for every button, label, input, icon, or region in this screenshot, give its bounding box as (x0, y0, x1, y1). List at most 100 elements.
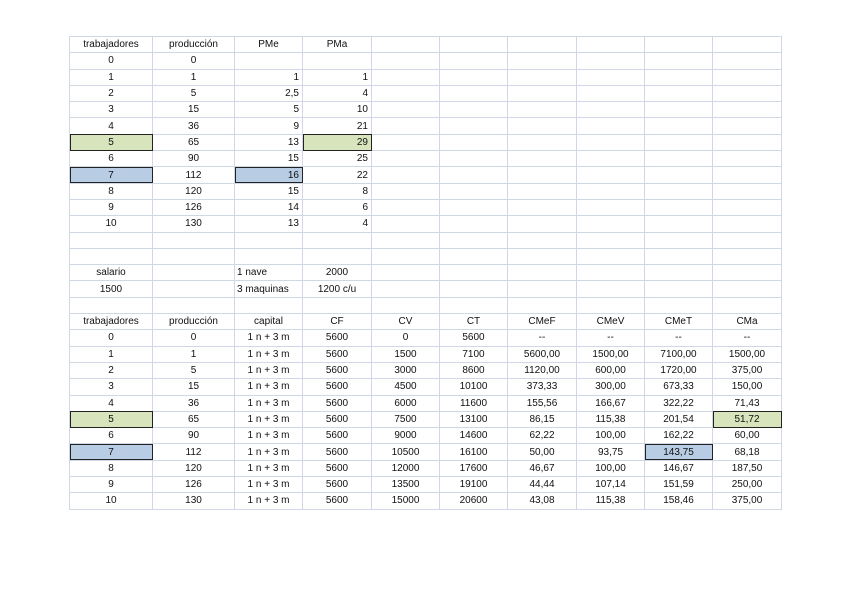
column-header[interactable]: producción (152, 35, 235, 54)
data-cell[interactable]: 5 (152, 361, 235, 380)
cell[interactable] (712, 133, 782, 152)
data-cell[interactable] (234, 52, 303, 70)
salario-label[interactable]: salario (69, 264, 153, 282)
data-cell[interactable]: 1500,00 (712, 345, 782, 363)
data-cell[interactable]: 5600 (302, 476, 372, 494)
data-cell[interactable]: 7500 (371, 410, 440, 429)
data-cell[interactable]: 150,00 (712, 378, 782, 396)
cell[interactable] (644, 280, 713, 298)
cell[interactable] (712, 52, 782, 70)
data-cell[interactable]: 6 (302, 198, 372, 217)
data-cell[interactable]: 16100 (439, 443, 508, 461)
data-cell[interactable]: 1 n + 3 m (234, 345, 303, 363)
cell[interactable] (507, 150, 577, 168)
data-cell[interactable]: 126 (152, 198, 235, 217)
cell[interactable] (439, 296, 508, 315)
data-cell[interactable]: 6000 (371, 394, 440, 412)
cell[interactable] (371, 215, 440, 233)
cell[interactable] (507, 215, 577, 233)
cell[interactable] (507, 247, 577, 266)
data-cell[interactable]: 0 (152, 52, 235, 70)
data-cell[interactable]: 4 (69, 394, 153, 412)
cell[interactable] (371, 117, 440, 135)
data-cell[interactable]: 43,08 (507, 492, 577, 510)
data-cell[interactable]: 71,43 (712, 394, 782, 412)
cell[interactable] (576, 182, 645, 200)
cell[interactable] (576, 35, 645, 54)
data-cell[interactable]: 5 (152, 84, 235, 103)
data-cell[interactable]: 1500 (371, 345, 440, 363)
data-cell[interactable]: 5600 (302, 378, 372, 396)
cell[interactable] (507, 52, 577, 70)
data-cell[interactable]: 166,67 (576, 394, 645, 412)
column-header[interactable]: CF (302, 313, 372, 331)
data-cell[interactable]: 3000 (371, 361, 440, 380)
data-cell[interactable]: 5600 (302, 443, 372, 461)
data-cell[interactable]: 143,75 (644, 443, 713, 461)
data-cell[interactable]: 9000 (371, 427, 440, 445)
cell[interactable] (234, 296, 303, 315)
cell[interactable] (371, 150, 440, 168)
cell[interactable] (576, 280, 645, 298)
cell[interactable] (234, 247, 303, 266)
data-cell[interactable]: 155,56 (507, 394, 577, 412)
data-cell[interactable]: 17600 (439, 459, 508, 478)
cell[interactable] (507, 182, 577, 200)
data-cell[interactable]: 11600 (439, 394, 508, 412)
cell[interactable] (712, 150, 782, 168)
data-cell[interactable]: 1 n + 3 m (234, 394, 303, 412)
column-header[interactable]: CMa (712, 313, 782, 331)
data-cell[interactable]: 14 (234, 198, 303, 217)
maquinas-label[interactable]: 3 maquinas (234, 280, 303, 298)
data-cell[interactable]: 115,38 (576, 410, 645, 429)
cell[interactable] (152, 264, 235, 282)
data-cell[interactable]: 0 (69, 52, 153, 70)
cell[interactable] (371, 52, 440, 70)
column-header[interactable]: CV (371, 313, 440, 331)
cell[interactable] (507, 35, 577, 54)
data-cell[interactable]: 1120,00 (507, 361, 577, 380)
cell[interactable] (371, 296, 440, 315)
cell[interactable] (712, 231, 782, 249)
data-cell[interactable]: 115,38 (576, 492, 645, 510)
cell[interactable] (439, 231, 508, 249)
data-cell[interactable]: 5600 (302, 329, 372, 347)
data-cell[interactable]: 7100 (439, 345, 508, 363)
data-cell[interactable]: 8 (69, 182, 153, 200)
data-cell[interactable]: 187,50 (712, 459, 782, 478)
data-cell[interactable]: 3 (69, 378, 153, 396)
data-cell[interactable]: 5600 (302, 410, 372, 429)
data-cell[interactable]: 51,72 (712, 410, 782, 429)
cell[interactable] (152, 231, 235, 249)
data-cell[interactable]: 13100 (439, 410, 508, 429)
cell[interactable] (644, 101, 713, 119)
data-cell[interactable]: 93,75 (576, 443, 645, 461)
cell[interactable] (712, 296, 782, 315)
cell[interactable] (69, 296, 153, 315)
data-cell[interactable]: 10 (69, 215, 153, 233)
cell[interactable] (152, 247, 235, 266)
cell[interactable] (576, 84, 645, 103)
data-cell[interactable]: 9 (69, 198, 153, 217)
data-cell[interactable]: 158,46 (644, 492, 713, 510)
data-cell[interactable]: 162,22 (644, 427, 713, 445)
cell[interactable] (576, 198, 645, 217)
data-cell[interactable]: 22 (302, 166, 372, 184)
data-cell[interactable]: 10 (302, 101, 372, 119)
cell[interactable] (576, 52, 645, 70)
data-cell[interactable]: 126 (152, 476, 235, 494)
cell[interactable] (439, 101, 508, 119)
data-cell[interactable]: -- (576, 329, 645, 347)
data-cell[interactable]: 5600 (439, 329, 508, 347)
data-cell[interactable]: 1 n + 3 m (234, 378, 303, 396)
data-cell[interactable]: 1 (69, 68, 153, 86)
data-cell[interactable]: 1 (152, 345, 235, 363)
data-cell[interactable]: 151,59 (644, 476, 713, 494)
data-cell[interactable]: 15 (152, 378, 235, 396)
cell[interactable] (712, 280, 782, 298)
cell[interactable] (712, 182, 782, 200)
data-cell[interactable]: 1 (234, 68, 303, 86)
data-cell[interactable]: 21 (302, 117, 372, 135)
data-cell[interactable]: 2 (69, 84, 153, 103)
data-cell[interactable]: -- (712, 329, 782, 347)
